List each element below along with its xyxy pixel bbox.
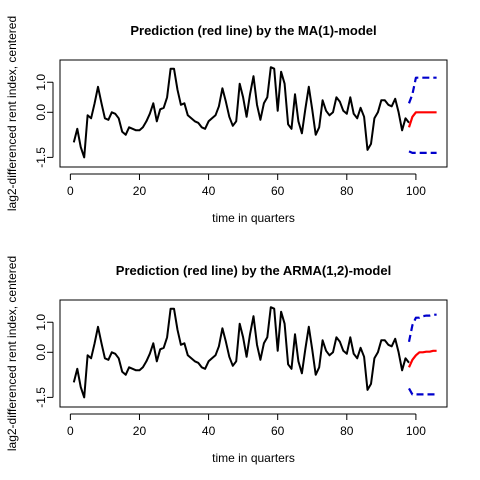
x-tick-label: 100 bbox=[406, 184, 426, 198]
x-tick-label: 80 bbox=[340, 184, 354, 198]
x-tick-label: 0 bbox=[67, 184, 74, 198]
x-tick-label: 60 bbox=[271, 424, 285, 438]
x-tick-label: 40 bbox=[202, 424, 216, 438]
y-axis-label: lag2-differenced rent index, centered bbox=[5, 16, 19, 211]
observed-series-line bbox=[72, 66, 410, 159]
x-tick-label: 20 bbox=[133, 424, 147, 438]
prediction-line bbox=[407, 111, 437, 128]
x-tick-label: 0 bbox=[67, 424, 74, 438]
y-axis-label: lag2-differenced rent index, centered bbox=[5, 256, 19, 451]
chart-title: Prediction (red line) by the MA(1)-model bbox=[130, 23, 376, 38]
plot-frame bbox=[59, 299, 448, 408]
chart-title: Prediction (red line) by the ARMA(1,2)-m… bbox=[116, 263, 391, 278]
y-tick-label: -1.5 bbox=[34, 147, 48, 168]
y-tick-label: 0.0 bbox=[34, 344, 48, 361]
prediction-line bbox=[407, 349, 437, 368]
y-tick-label: 0.0 bbox=[34, 104, 48, 121]
observed-series-line bbox=[72, 306, 410, 399]
x-tick-label: 60 bbox=[271, 184, 285, 198]
upper-bound-line bbox=[407, 313, 437, 343]
chart-panel-2: Prediction (red line) by the ARMA(1,2)-m… bbox=[5, 256, 448, 465]
x-axis-label: time in quarters bbox=[212, 451, 295, 465]
y-tick-label: 1.0 bbox=[34, 314, 48, 331]
x-tick-label: 80 bbox=[340, 424, 354, 438]
upper-bound-line bbox=[407, 76, 437, 104]
x-tick-label: 40 bbox=[202, 184, 216, 198]
lower-bound-line bbox=[408, 150, 437, 154]
y-tick-label: -1.5 bbox=[34, 387, 48, 408]
chart-panel-1: Prediction (red line) by the MA(1)-model… bbox=[5, 16, 448, 225]
x-tick-label: 100 bbox=[406, 424, 426, 438]
x-axis-label: time in quarters bbox=[212, 211, 295, 225]
y-tick-label: 1.0 bbox=[34, 74, 48, 91]
lower-bound-line bbox=[408, 387, 437, 396]
x-tick-label: 20 bbox=[133, 184, 147, 198]
plot-frame bbox=[59, 59, 448, 168]
